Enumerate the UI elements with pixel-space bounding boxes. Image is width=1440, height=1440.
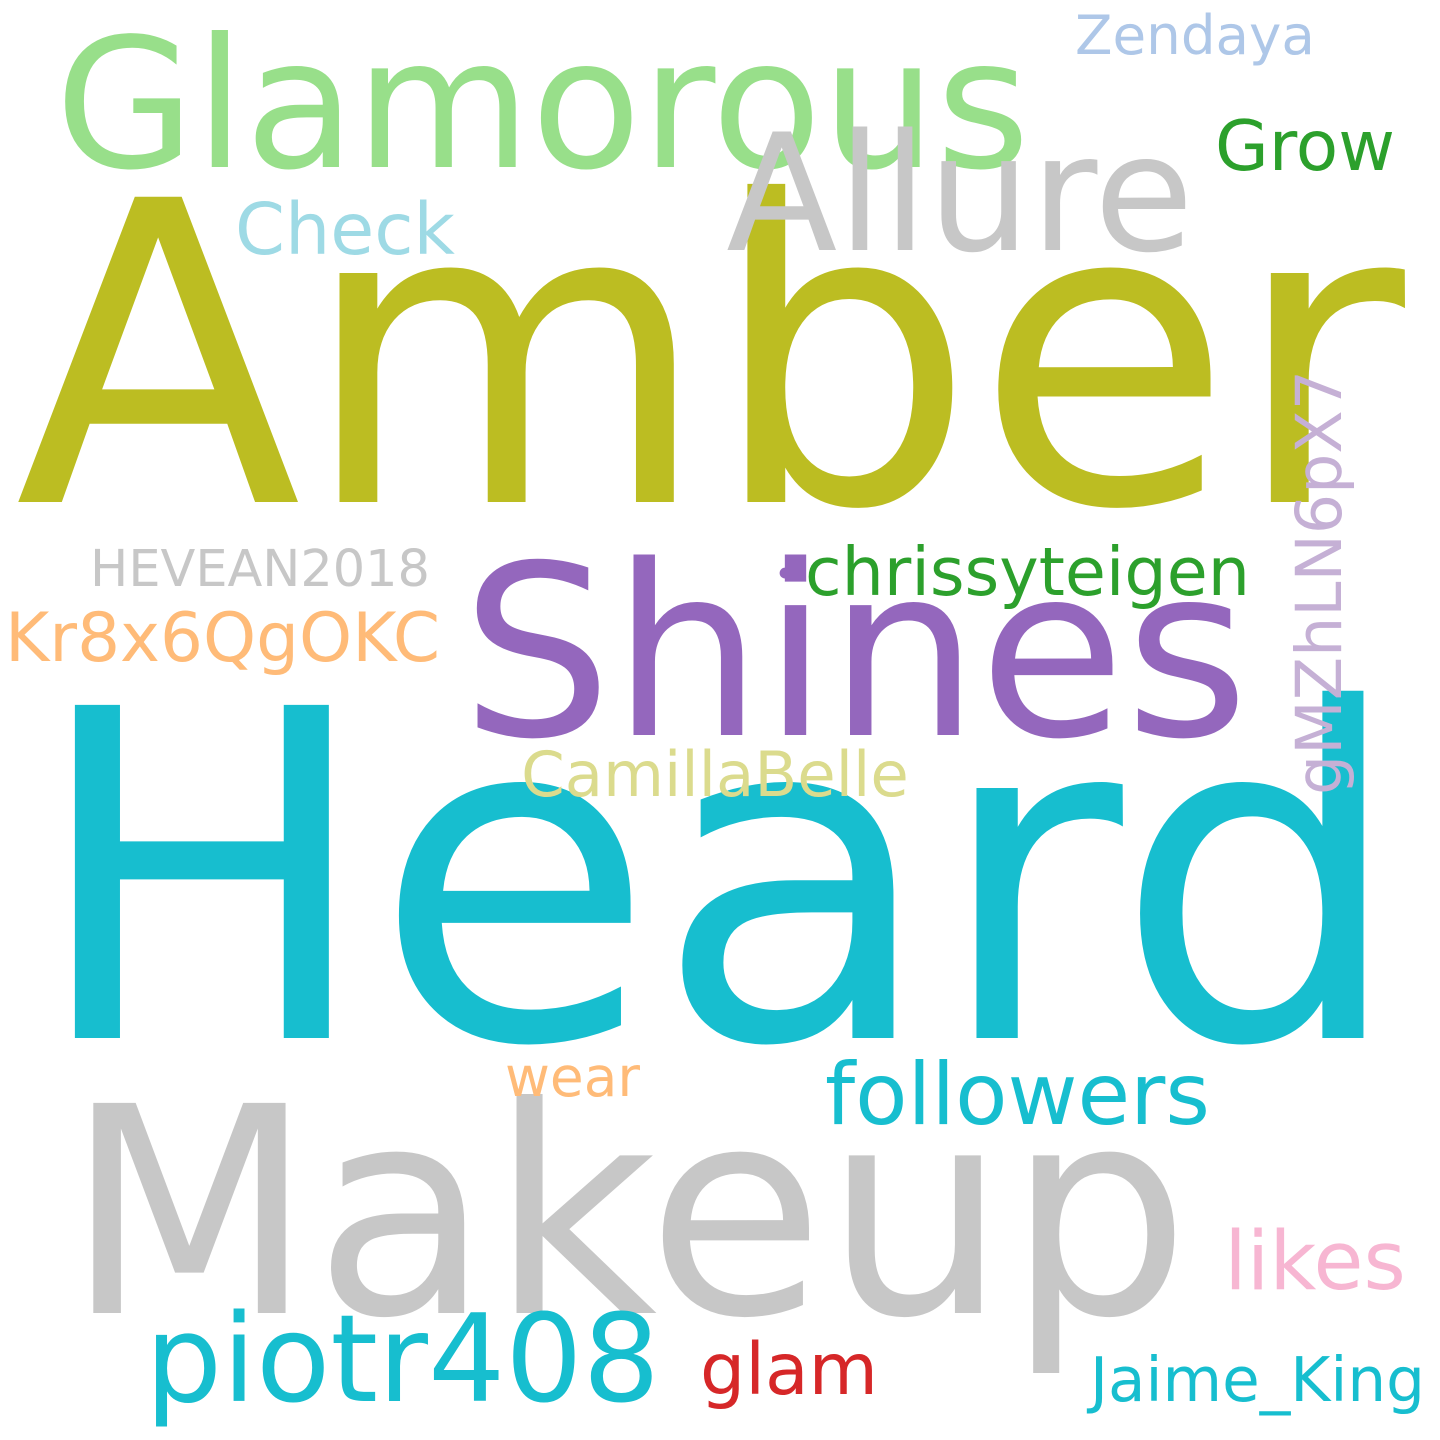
word-followers: followers xyxy=(825,1046,1210,1146)
word-glamorous: Glamorous xyxy=(55,0,1030,210)
word-check: Check xyxy=(235,188,455,272)
word-likes: likes xyxy=(1224,1214,1406,1309)
word-kr8x6qgokc: Kr8x6QgOKC xyxy=(5,597,440,677)
word-jaime-king: Jaime_King xyxy=(1090,1344,1425,1416)
word-makeup: Makeup xyxy=(65,1044,1190,1381)
word-chrissyteigen: chrissyteigen xyxy=(805,533,1250,612)
word-amber: Amber xyxy=(15,113,1405,602)
word-allure: Allure xyxy=(726,99,1194,289)
word-glam: glam xyxy=(700,1327,878,1411)
word-piotr408: piotr408 xyxy=(145,1288,660,1431)
word-shines: Shines xyxy=(461,516,1249,793)
word-dot: • xyxy=(773,552,797,597)
word-hevean2018: HEVEAN2018 xyxy=(90,540,430,600)
word-zendaya: Zendaya xyxy=(1075,2,1315,67)
word-gmzhln6px7: gMZhLN6pX7 xyxy=(1282,370,1357,795)
word-grow: Grow xyxy=(1215,106,1395,187)
word-heard: Heard xyxy=(30,614,1405,1147)
word-camillabelle: CamillaBelle xyxy=(521,737,909,811)
word-wear: wear xyxy=(505,1045,640,1110)
